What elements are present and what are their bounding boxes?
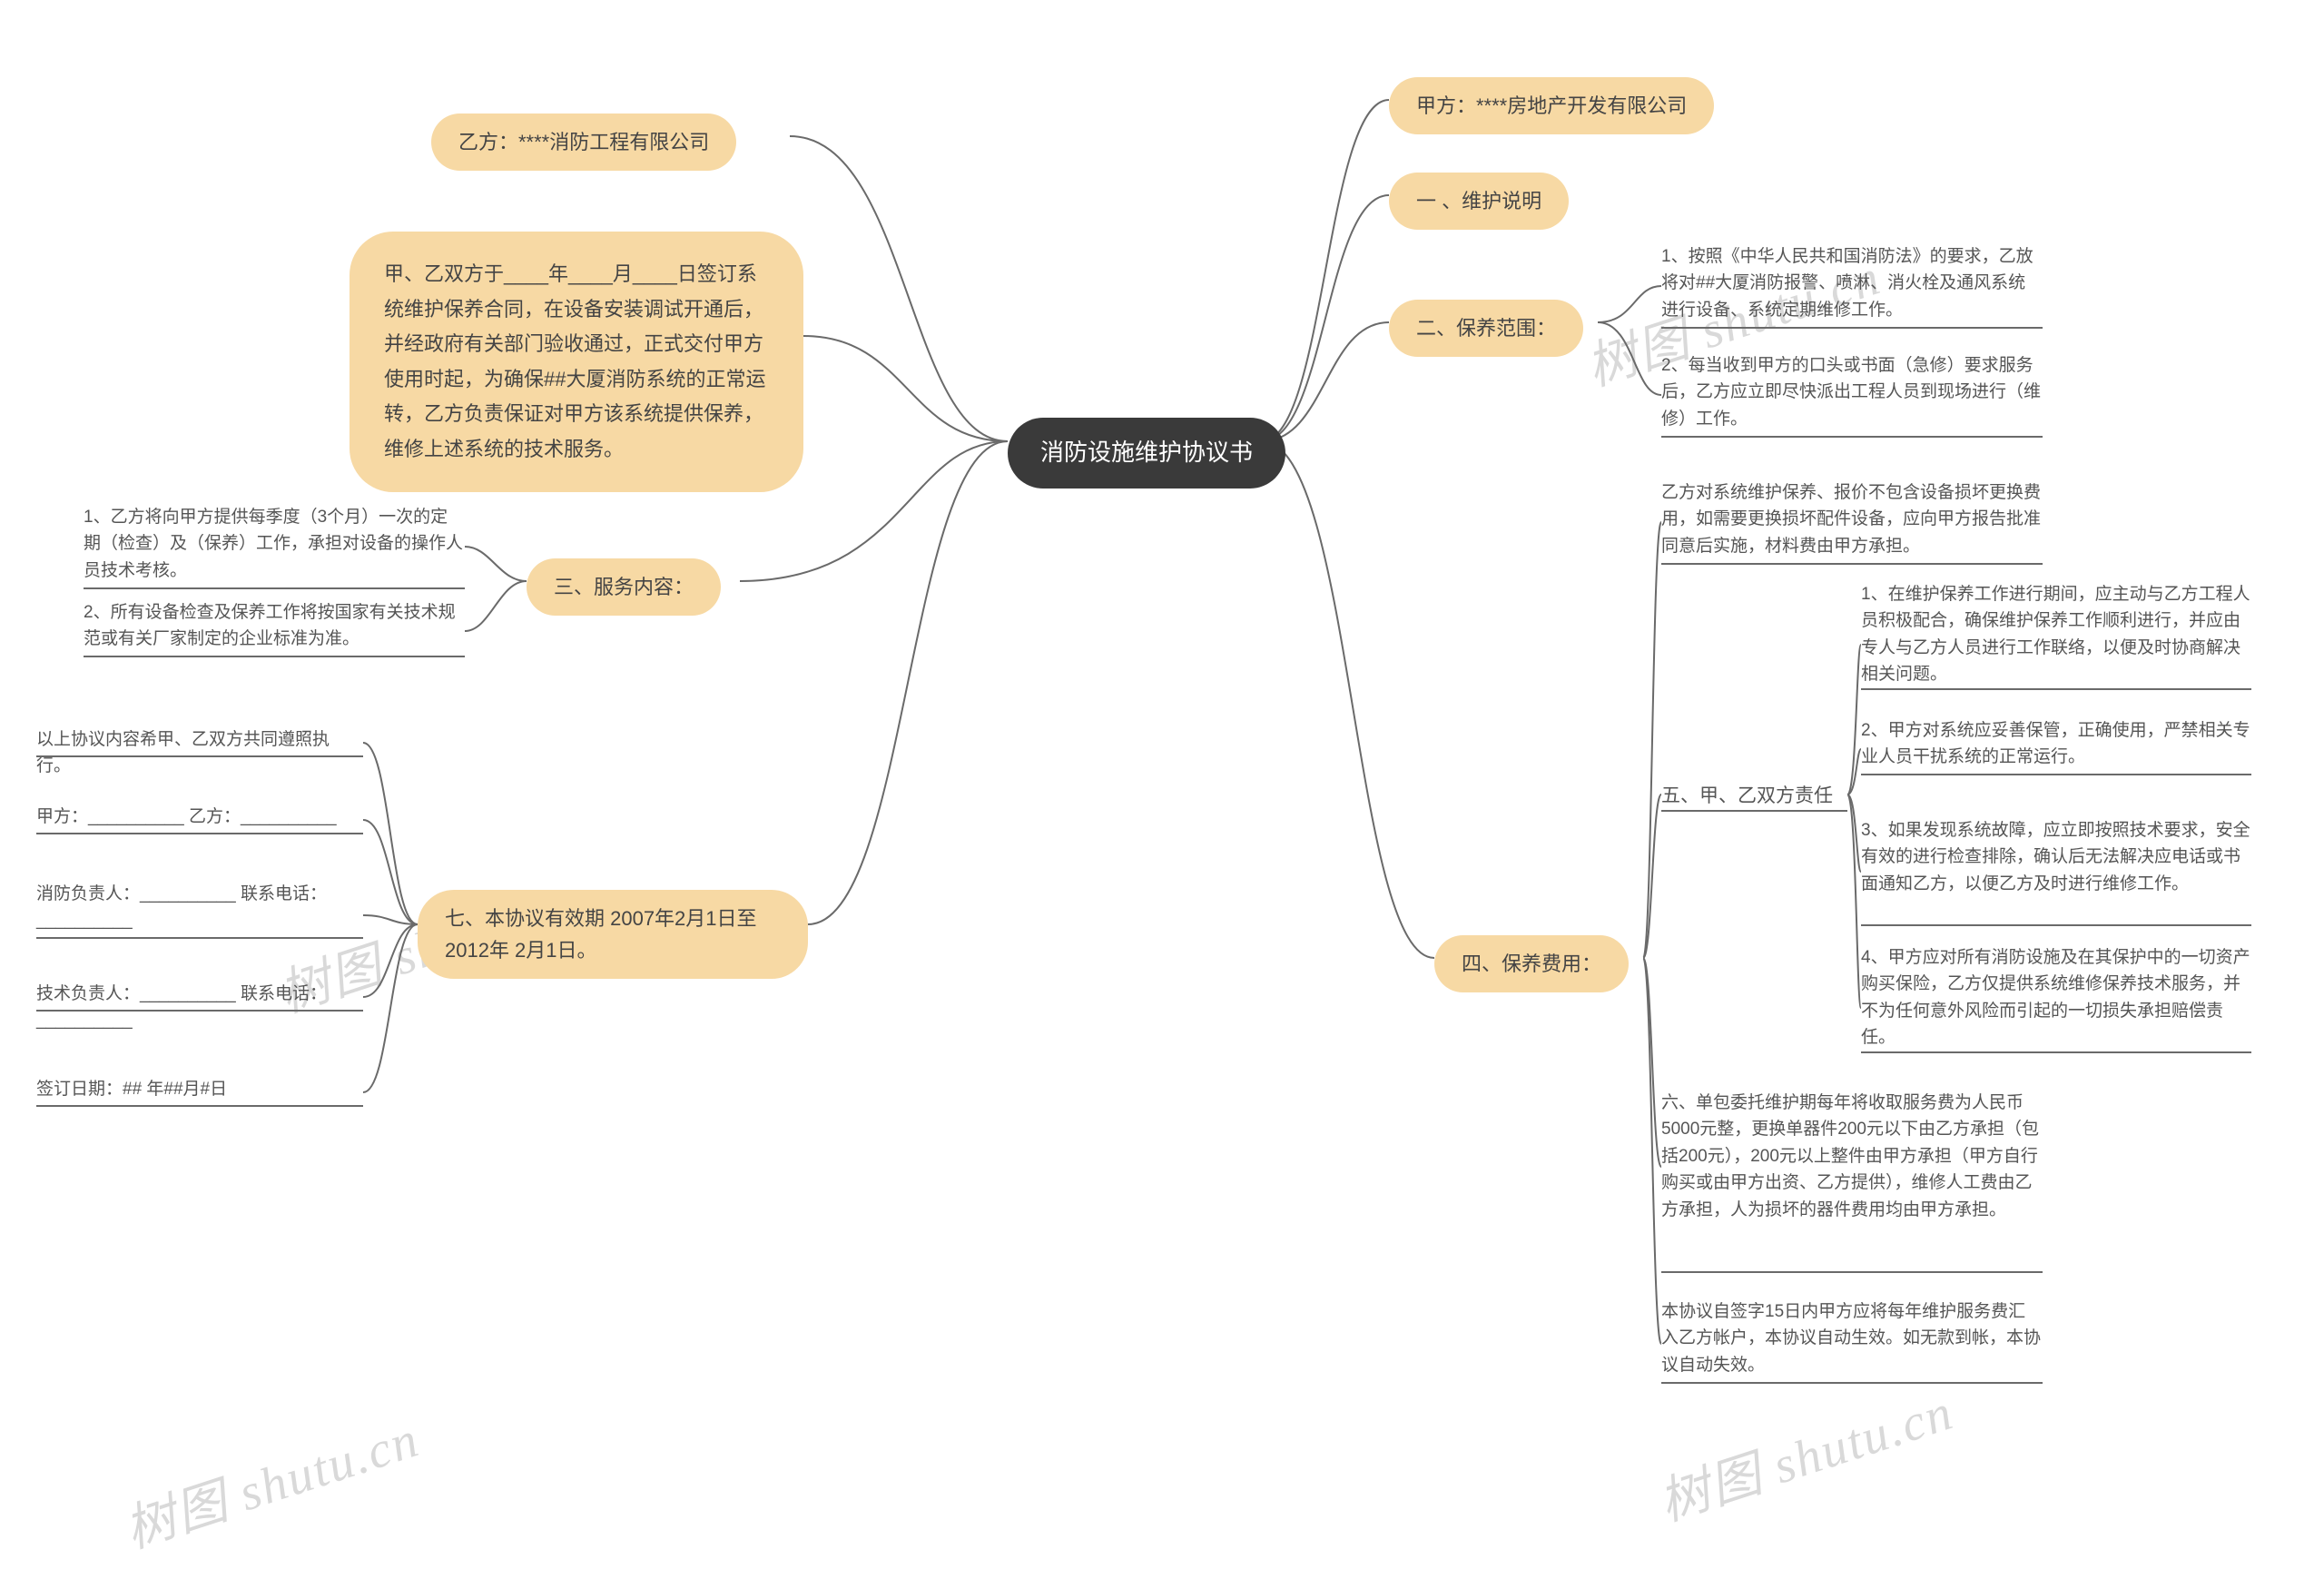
leaf-s7-4[interactable]: 技术负责人：__________ 联系电话：__________ <box>36 981 363 1034</box>
leaf-s2-1[interactable]: 1、按照《中华人民共和国消防法》的要求，乙放将对##大厦消防报警、喷淋、消火栓及… <box>1661 243 2043 323</box>
node-partyA[interactable]: 甲方：****房地产开发有限公司 <box>1389 77 1714 134</box>
node-section1[interactable]: 一 、维护说明 <box>1389 173 1569 230</box>
node-section4[interactable]: 四、保养费用： <box>1434 935 1629 992</box>
leaf-s3-1[interactable]: 1、乙方将向甲方提供每季度（3个月）一次的定期（检查）及（保养）工作，承担对设备… <box>84 504 465 584</box>
leaf-s4-post[interactable]: 本协议自签字15日内甲方应将每年维护服务费汇入乙方帐户，本协议自动生效。如无款到… <box>1661 1298 2043 1378</box>
node-section3[interactable]: 三、服务内容： <box>527 558 721 616</box>
leaf-underline <box>36 1010 363 1012</box>
leaf-underline <box>1661 436 2043 438</box>
leaf-underline <box>1661 563 2043 565</box>
node-intro[interactable]: 甲、乙双方于____年____月____日签订系统维护保养合同，在设备安装调试开… <box>350 232 803 492</box>
leaf-s7-2[interactable]: 甲方：__________ 乙方：__________ <box>36 804 363 830</box>
leaf-underline <box>84 587 465 589</box>
leaf-s5-2[interactable]: 2、甲方对系统应妥善保管，正确使用，严禁相关专业人员干扰系统的正常运行。 <box>1861 717 2251 771</box>
leaf-underline <box>1861 1051 2251 1053</box>
leaf-s7-1[interactable]: 以上协议内容希甲、乙双方共同遵照执行。 <box>36 726 363 780</box>
leaf-s5-1[interactable]: 1、在维护保养工作进行期间，应主动与乙方工程人员积极配合，确保维护保养工作顺利进… <box>1861 581 2251 688</box>
node-partyB[interactable]: 乙方：****消防工程有限公司 <box>431 114 736 171</box>
leaf-underline <box>36 1105 363 1107</box>
mindmap-root[interactable]: 消防设施维护协议书 <box>1008 418 1285 489</box>
leaf-s3-2[interactable]: 2、所有设备检查及保养工作将按国家有关技术规范或有关厂家制定的企业标准为准。 <box>84 599 465 653</box>
leaf-s7-3[interactable]: 消防负责人：__________ 联系电话：__________ <box>36 881 363 934</box>
node-section5[interactable]: 五、甲、乙双方责任 <box>1661 781 1833 812</box>
node-section2[interactable]: 二、保养范围： <box>1389 300 1583 357</box>
leaf-underline <box>1861 688 2251 690</box>
leaf-underline <box>36 755 363 757</box>
leaf-s4-pre[interactable]: 乙方对系统维护保养、报价不包含设备损坏更换费用，如需要更换损坏配件设备，应向甲方… <box>1661 479 2043 559</box>
watermark: 树图 shutu.cn <box>114 1398 428 1563</box>
leaf-section6[interactable]: 六、单包委托维护期每年将收取服务费为人民币5000元整，更换单器件200元以下由… <box>1661 1090 2043 1223</box>
leaf-underline <box>1861 774 2251 775</box>
leaf-underline <box>1661 1271 2043 1273</box>
leaf-underline <box>1861 924 2251 926</box>
leaf-s7-5[interactable]: 签订日期：## 年##月#日 <box>36 1076 363 1102</box>
leaf-underline <box>1661 810 1847 812</box>
leaf-underline <box>84 656 465 657</box>
leaf-s5-3[interactable]: 3、如果发现系统故障，应立即按照技术要求，安全有效的进行检查排除，确认后无法解决… <box>1861 817 2251 897</box>
leaf-underline <box>36 937 363 939</box>
leaf-s5-4[interactable]: 4、甲方应对所有消防设施及在其保护中的一切资产购买保险，乙方仅提供系统维修保养技… <box>1861 944 2251 1051</box>
leaf-underline <box>1661 327 2043 329</box>
watermark: 树图 shutu.cn <box>1649 1371 1962 1535</box>
leaf-s2-2[interactable]: 2、每当收到甲方的口头或书面（急修）要求服务后，乙方应立即尽快派出工程人员到现场… <box>1661 352 2043 432</box>
leaf-underline <box>1661 1382 2043 1384</box>
node-section7[interactable]: 七、本协议有效期 2007年2月1日至2012年 2月1日。 <box>418 890 808 979</box>
leaf-underline <box>36 833 363 834</box>
